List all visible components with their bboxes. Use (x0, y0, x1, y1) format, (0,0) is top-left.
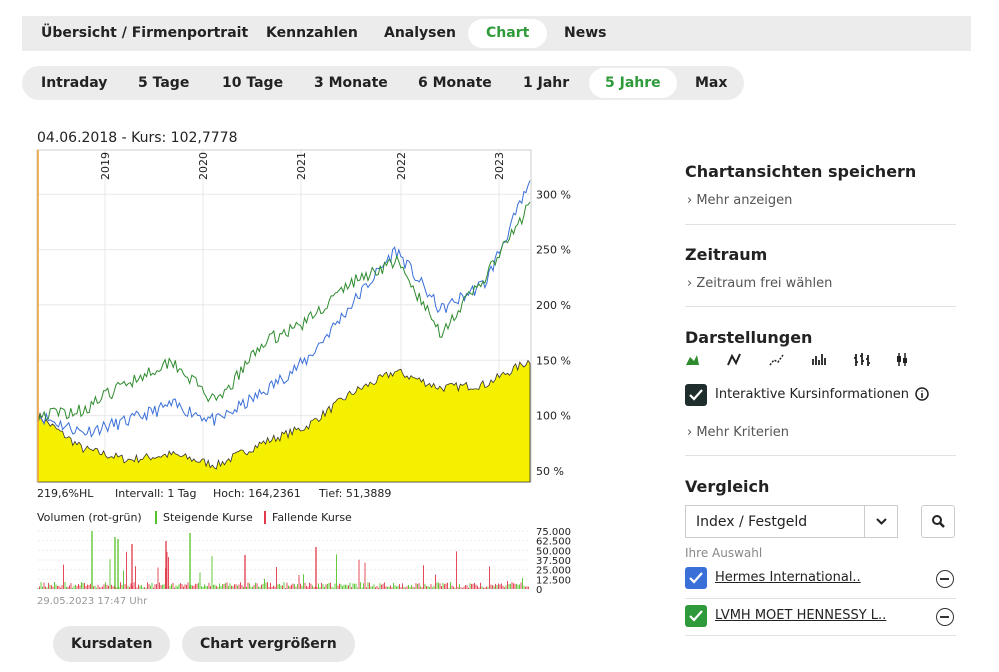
price-chart[interactable]: 2019 2020 2021 2022 2023 300 % 250 % 200 % 150 … (0, 145, 600, 485)
divider (685, 635, 956, 636)
divider (685, 224, 956, 225)
candlestick-chart-icon[interactable] (897, 353, 907, 366)
legend-rising: Steigende Kurse (155, 511, 253, 524)
zeitraum-free-link[interactable]: › Zeitraum frei wählen (687, 276, 832, 291)
interactive-info-checkbox[interactable] (685, 384, 707, 406)
tab-news[interactable]: News (564, 25, 607, 41)
period-intraday[interactable]: Intraday (41, 75, 108, 91)
chart-header: 04.06.2018 - Kurs: 102,7778 (37, 130, 238, 146)
bar-chart-icon[interactable] (812, 354, 826, 365)
stat-interval: Intervall: 1 Tag (115, 487, 197, 500)
period-1-jahr[interactable]: 1 Jahr (523, 75, 570, 91)
tab-chart[interactable]: Chart (468, 19, 548, 48)
selection-label: Ihre Auswahl (685, 546, 763, 560)
year-label: 2020 (197, 152, 210, 180)
divider (685, 306, 956, 307)
volume-bars (37, 531, 529, 589)
darstellungen-title: Darstellungen (685, 328, 813, 347)
chart-type-icons (686, 353, 907, 366)
comparison-select-value: Index / Festgeld (696, 514, 808, 530)
period-6-monate[interactable]: 6 Monate (418, 75, 492, 91)
tab-overview[interactable]: Übersicht / Firmenportrait (41, 25, 249, 41)
year-label: 2022 (395, 152, 408, 180)
search-icon (932, 515, 945, 528)
year-label: 2019 (99, 152, 112, 180)
stat-hl: 219,6%HL (37, 487, 94, 500)
lvmh-checkbox[interactable] (685, 605, 707, 627)
series-lvmh-line (37, 201, 531, 423)
more-criteria-label: Mehr Kriterien (696, 425, 790, 440)
volume-label: Volumen (rot-grün) (37, 511, 142, 524)
period-3-monate[interactable]: 3 Monate (314, 75, 388, 91)
area-chart-icon[interactable] (686, 355, 699, 365)
volume-tick-label: 0 (536, 585, 542, 595)
y-tick-label: 250 % (536, 244, 571, 257)
more-criteria-link[interactable]: › Mehr Kriterien (687, 425, 789, 440)
line-chart-icon[interactable] (727, 353, 741, 366)
hermes-link[interactable]: Hermes International.. (715, 570, 861, 585)
chevron-right-icon: › (687, 193, 693, 208)
y-tick-label: 300 % (536, 188, 571, 201)
checkmark-icon (689, 389, 703, 401)
ohlc-chart-icon[interactable] (854, 353, 870, 366)
remove-lvmh-icon[interactable] (936, 608, 954, 626)
info-icon[interactable] (915, 387, 929, 401)
lvmh-link[interactable]: LVMH MOET HENNESSY L.. (715, 608, 887, 623)
comparison-select[interactable]: Index / Festgeld (685, 505, 898, 538)
tab-analysen[interactable]: Analysen (384, 25, 456, 41)
remove-hermes-icon[interactable] (936, 570, 954, 588)
chevron-right-icon: › (687, 276, 693, 291)
period-selector: Intraday 5 Tage 10 Tage 3 Monate 6 Monat… (22, 66, 744, 100)
stat-low: Tief: 51,3889 (319, 487, 392, 500)
main-tab-bar: Übersicht / Firmenportrait Kennzahlen An… (22, 16, 971, 51)
vergleich-title: Vergleich (685, 477, 770, 496)
save-views-title: Chartansichten speichern (685, 162, 917, 181)
period-5-tage[interactable]: 5 Tage (138, 75, 190, 91)
chevron-right-icon: › (687, 425, 693, 440)
y-axis-ticks: 300 % 250 % 200 % 150 % 100 % 50 % (536, 188, 571, 478)
tab-kennzahlen[interactable]: Kennzahlen (266, 25, 358, 41)
period-10-tage[interactable]: 10 Tage (222, 75, 284, 91)
stat-high: Hoch: 164,2361 (213, 487, 301, 500)
legend-falling: Fallende Kurse (264, 511, 352, 524)
series-hermes-line (37, 180, 531, 438)
divider (685, 455, 956, 456)
zeitraum-free-label: Zeitraum frei wählen (696, 276, 833, 291)
period-max[interactable]: Max (695, 75, 728, 91)
y-tick-label: 100 % (536, 410, 571, 423)
series-kurs-area (37, 359, 531, 483)
zeitraum-title: Zeitraum (685, 245, 768, 264)
volume-tick-label: 62.500 (536, 537, 571, 548)
volume-tick-label: 50.000 (536, 546, 571, 557)
comparison-search-button[interactable] (921, 505, 955, 538)
scatter-chart-icon[interactable] (769, 354, 784, 366)
year-label: 2021 (295, 152, 308, 180)
save-views-more-label: Mehr anzeigen (696, 193, 793, 208)
kursdaten-button[interactable]: Kursdaten (53, 626, 171, 662)
checkmark-icon (689, 610, 703, 622)
year-labels: 2019 2020 2021 2022 2023 (99, 152, 506, 180)
chart-timestamp: 29.05.2023 17:47 Uhr (37, 596, 148, 607)
checkmark-icon (689, 572, 703, 584)
volume-tick-label: 25.000 (536, 566, 571, 577)
period-5-jahre[interactable]: 5 Jahre (589, 68, 677, 98)
y-tick-label: 200 % (536, 299, 571, 312)
year-label: 2023 (493, 152, 506, 180)
chevron-down-icon[interactable] (864, 506, 897, 537)
divider (685, 598, 956, 599)
hermes-checkbox[interactable] (685, 567, 707, 589)
volume-tick-label: 75.000 (536, 527, 571, 538)
volume-tick-label: 37.500 (536, 556, 571, 567)
interactive-info-label: Interaktive Kursinformationen (715, 387, 910, 402)
y-tick-label: 150 % (536, 354, 571, 367)
volume-tick-label: 12.500 (536, 575, 571, 586)
chart-enlarge-button[interactable]: Chart vergrößern (182, 626, 355, 662)
y-tick-label: 50 % (536, 465, 564, 478)
save-views-more-link[interactable]: › Mehr anzeigen (687, 193, 792, 208)
